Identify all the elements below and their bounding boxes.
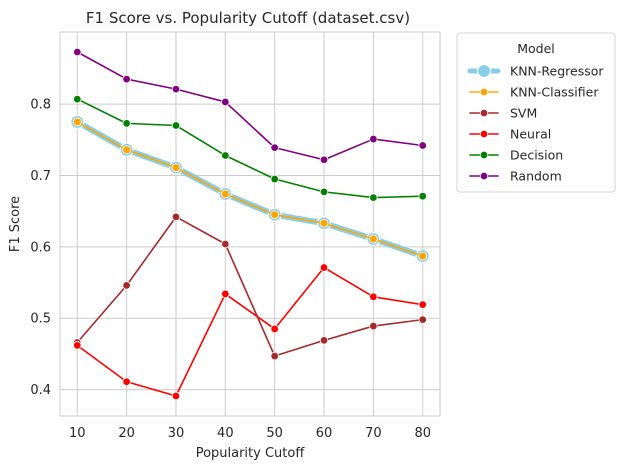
data-point <box>270 174 279 184</box>
legend-swatch-marker <box>479 150 489 160</box>
data-point <box>171 121 181 130</box>
x-tick-label: 80 <box>414 426 431 441</box>
y-tick-label: 0.4 <box>30 383 51 398</box>
legend-swatch-marker <box>479 108 489 118</box>
data-point <box>270 351 279 361</box>
x-tick-label: 10 <box>69 426 86 441</box>
data-point <box>319 336 329 345</box>
data-point <box>319 155 329 164</box>
series-random <box>73 47 427 164</box>
x-tick-label: 50 <box>266 426 283 441</box>
data-point <box>319 263 329 272</box>
data-point <box>221 289 230 299</box>
plot-frame <box>59 31 441 417</box>
legend-item: Neural <box>469 127 551 142</box>
x-tick-label: 40 <box>217 426 234 441</box>
legend-label: SVM <box>510 106 537 121</box>
data-point <box>369 321 378 331</box>
series-line <box>76 216 424 357</box>
x-axis-ticks: 10 20 30 40 50 60 70 80 <box>69 426 431 441</box>
data-point <box>171 163 181 173</box>
plot-area <box>60 32 440 416</box>
data-point <box>122 119 131 128</box>
data-point <box>418 315 427 324</box>
data-point <box>220 189 230 199</box>
data-point <box>369 193 378 202</box>
legend-label: Neural <box>510 127 551 142</box>
series-neural <box>73 263 427 401</box>
legend-label: Decision <box>510 148 563 163</box>
series-line <box>76 266 424 397</box>
plot-border <box>59 31 441 417</box>
y-tick-label: 0.5 <box>30 312 51 327</box>
x-tick-label: 60 <box>316 426 333 441</box>
data-point <box>369 292 378 302</box>
data-point <box>368 234 378 244</box>
x-tick-label: 70 <box>365 426 382 441</box>
y-axis-ticks: 0.4 0.5 0.6 0.7 0.8 <box>30 98 51 399</box>
data-point <box>73 341 82 350</box>
legend-swatch-marker <box>479 129 489 139</box>
data-point <box>319 218 329 228</box>
data-point <box>122 145 132 155</box>
data-point <box>418 251 428 261</box>
series-line <box>76 51 424 161</box>
data-point <box>319 187 329 197</box>
series-decision <box>73 94 427 202</box>
y-axis-label: F1 Score <box>8 196 23 252</box>
data-point <box>270 324 279 334</box>
data-point <box>221 97 230 107</box>
data-point <box>270 210 280 220</box>
data-point <box>418 300 427 309</box>
data-point <box>72 117 82 127</box>
series-svm <box>73 212 427 361</box>
data-point <box>73 94 82 104</box>
legend-items: KNN-Regressor KNN-Classifier SVM Neural Deci… <box>467 63 604 184</box>
legend-item: KNN-Classifier <box>469 85 599 100</box>
legend-label: KNN-Regressor <box>510 64 604 79</box>
legend-label: Random <box>510 169 562 184</box>
data-point <box>73 47 82 57</box>
data-point <box>270 143 279 152</box>
data-point <box>122 377 131 386</box>
legend-item: SVM <box>469 106 537 121</box>
legend-item: Decision <box>469 148 563 163</box>
data-point <box>221 151 230 160</box>
data-point <box>418 141 427 150</box>
legend-title: Model <box>517 41 555 56</box>
data-point <box>221 239 230 249</box>
data-point <box>171 84 181 94</box>
data-point <box>369 134 378 144</box>
y-tick-label: 0.6 <box>30 240 51 255</box>
chart-title: F1 Score vs. Popularity Cutoff (dataset.… <box>86 9 410 27</box>
y-tick-label: 0.8 <box>30 98 51 113</box>
legend-swatch-marker <box>479 171 489 181</box>
x-tick-label: 30 <box>168 426 185 441</box>
legend-item: KNN-Regressor <box>467 63 604 79</box>
legend-label: KNN-Classifier <box>510 85 599 100</box>
series-line <box>76 121 424 257</box>
series-layer <box>70 47 430 401</box>
x-axis-label: Popularity Cutoff <box>196 446 306 461</box>
data-point <box>122 281 131 290</box>
data-point <box>122 74 131 84</box>
data-point <box>171 391 181 401</box>
series-line <box>76 98 424 199</box>
legend: Model KNN-Regressor KNN-Classifier SVM Neur… <box>456 32 616 193</box>
legend-swatch-marker <box>476 63 492 79</box>
y-tick-label: 0.7 <box>30 169 51 184</box>
legend-item: Random <box>469 169 562 184</box>
data-point <box>418 191 427 201</box>
legend-swatch-marker <box>479 87 489 97</box>
data-point <box>171 212 181 222</box>
x-tick-label: 20 <box>118 426 135 441</box>
series-knn-classifier <box>72 117 428 261</box>
